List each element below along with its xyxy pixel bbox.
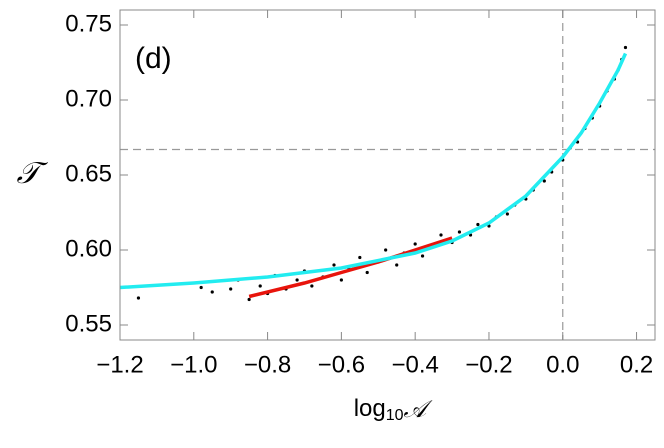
data-point bbox=[210, 290, 214, 294]
data-point bbox=[395, 263, 399, 267]
y-axis-label: 𝒯 bbox=[17, 156, 49, 191]
data-point bbox=[413, 242, 417, 246]
data-point bbox=[229, 287, 233, 291]
data-point bbox=[136, 296, 141, 300]
fit-line bbox=[248, 236, 453, 299]
plot-frame bbox=[119, 9, 656, 341]
data-point bbox=[457, 230, 462, 234]
fit-line bbox=[119, 52, 628, 290]
data-point bbox=[358, 255, 362, 260]
x-label-sub: 10 bbox=[386, 407, 404, 424]
data-point bbox=[420, 254, 425, 258]
x-tick-label: −1.0 bbox=[170, 351, 217, 378]
data-point bbox=[199, 285, 203, 290]
x-label-base: log bbox=[354, 395, 386, 422]
x-axis-label: log10𝒜 bbox=[354, 395, 434, 425]
x-tick-label: −0.2 bbox=[465, 351, 512, 378]
x-tick-label: 0.0 bbox=[546, 351, 579, 378]
y-tick-label: 0.65 bbox=[65, 160, 112, 187]
data-point bbox=[295, 278, 299, 282]
data-point bbox=[365, 270, 369, 275]
data-point bbox=[623, 45, 628, 50]
y-tick-label: 0.70 bbox=[65, 85, 112, 112]
data-point bbox=[310, 284, 314, 288]
x-label-symbol: 𝒜 bbox=[404, 395, 434, 423]
x-tick-label: −1.2 bbox=[96, 351, 143, 378]
y-tick-label: 0.55 bbox=[65, 310, 112, 337]
data-point bbox=[247, 297, 251, 302]
data-point bbox=[384, 248, 388, 252]
data-point bbox=[476, 222, 480, 227]
data-point bbox=[505, 212, 510, 216]
data-point bbox=[339, 278, 343, 282]
data-point bbox=[542, 179, 546, 183]
x-tick-label: −0.4 bbox=[391, 351, 438, 378]
annotation: (d) bbox=[135, 42, 172, 75]
x-tick-label: −0.8 bbox=[244, 351, 291, 378]
data-point bbox=[332, 263, 336, 267]
y-tick-label: 0.75 bbox=[65, 10, 112, 37]
y-tick-label: 0.60 bbox=[65, 235, 112, 262]
x-tick-label: 0.2 bbox=[620, 351, 653, 378]
x-tick-label: −0.6 bbox=[318, 351, 365, 378]
data-point bbox=[258, 284, 262, 288]
data-point bbox=[439, 233, 443, 237]
